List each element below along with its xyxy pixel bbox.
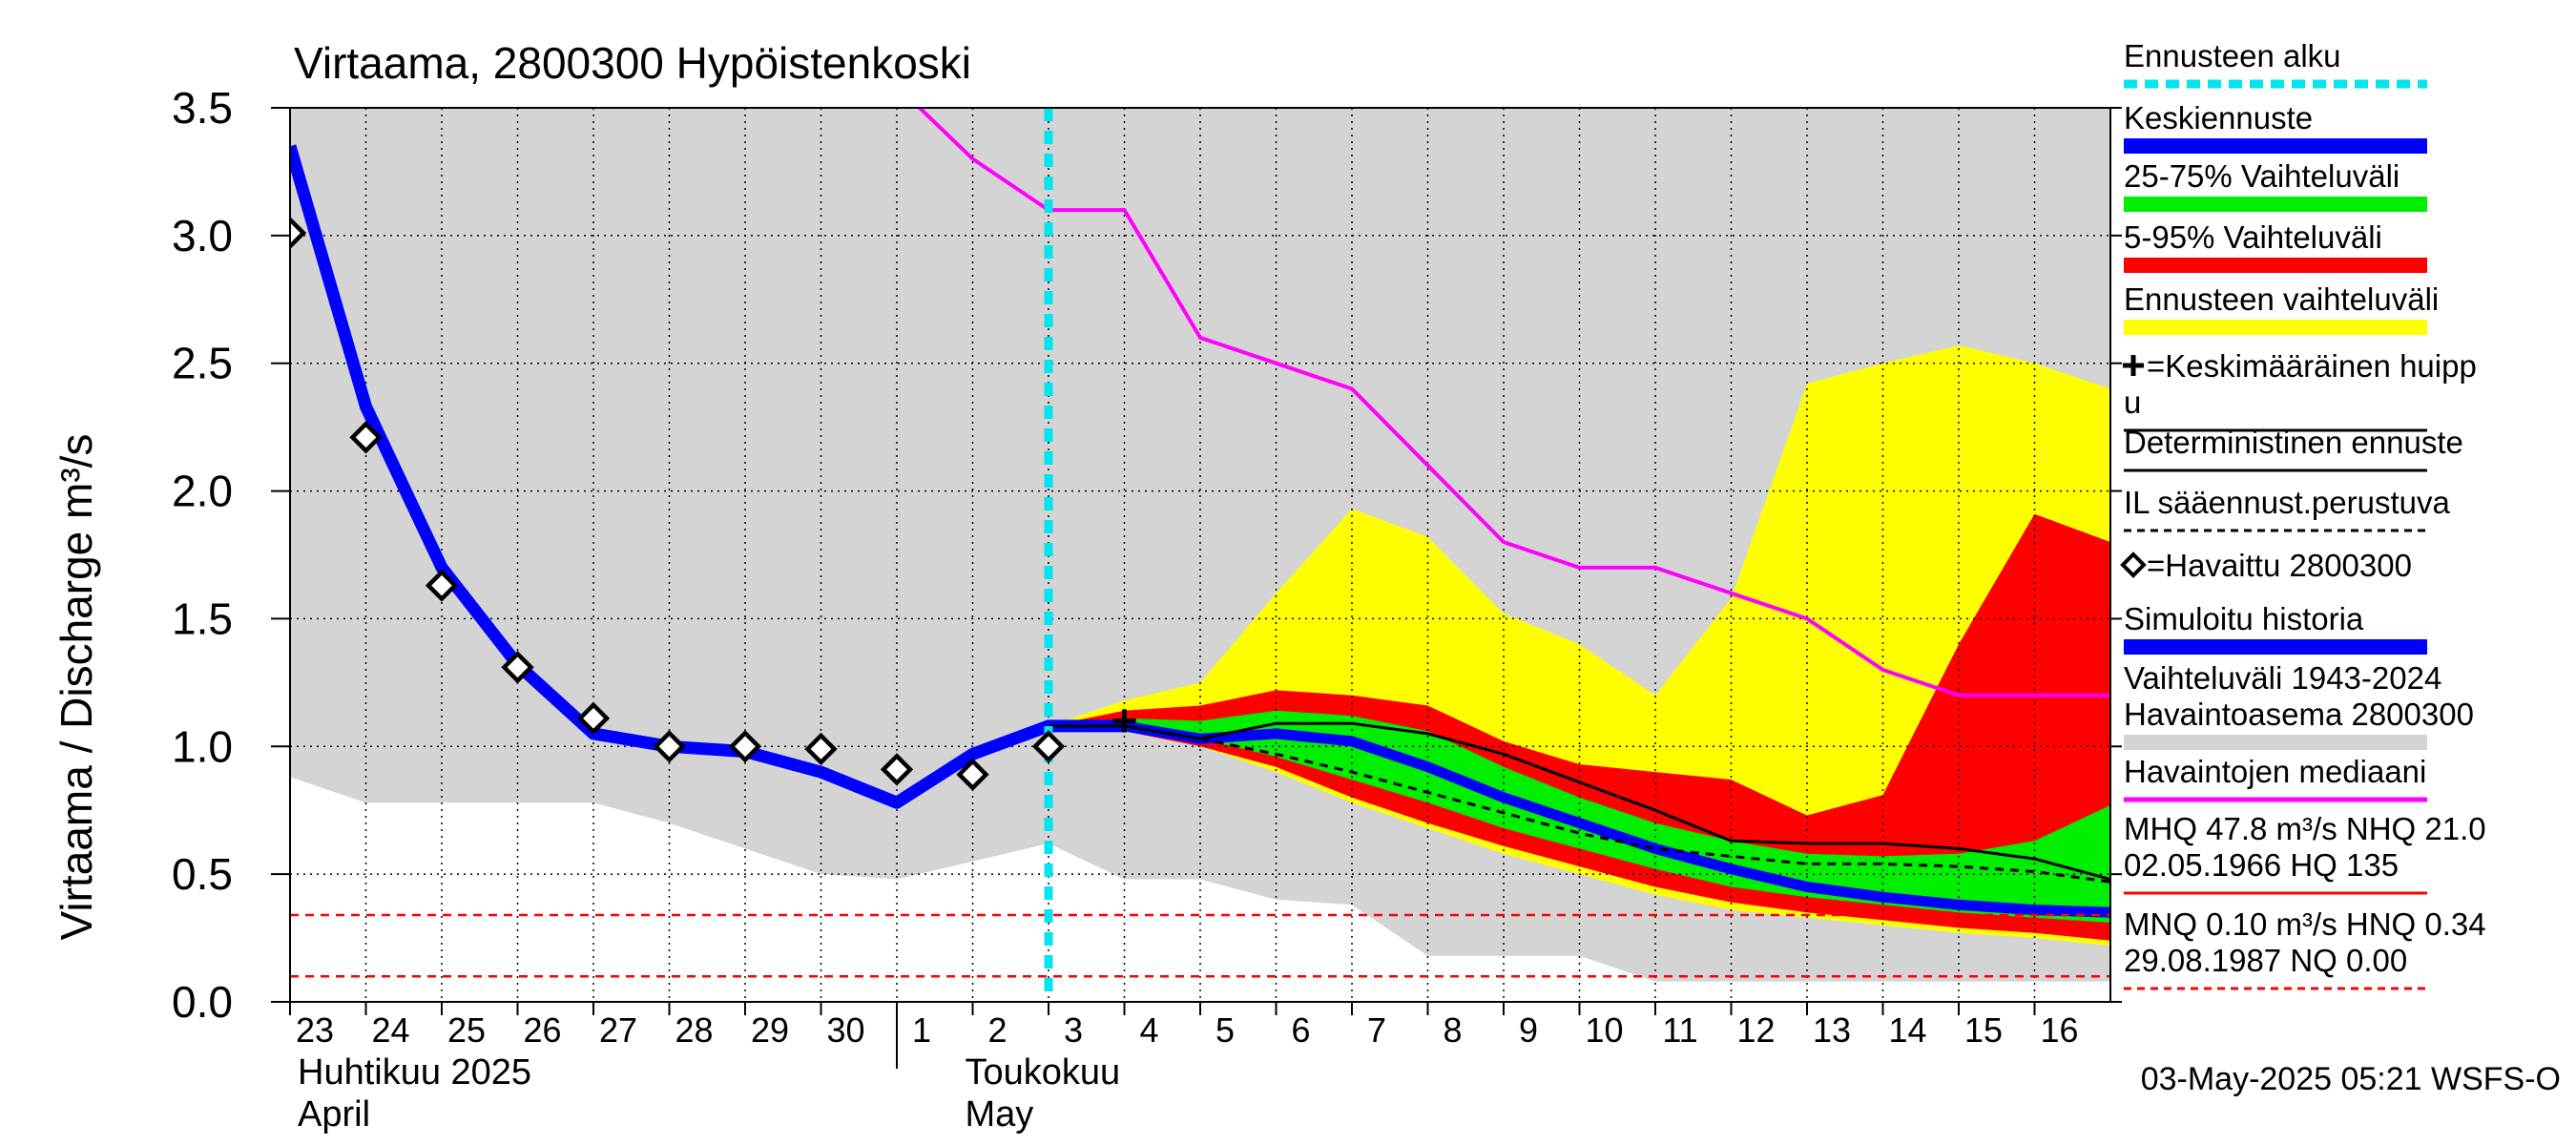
x-tick-label: 24: [371, 1010, 409, 1050]
x-tick-label: 16: [2040, 1010, 2078, 1050]
observed-marker: [880, 753, 914, 786]
month-label-english: May: [966, 1094, 1034, 1135]
legend-havaittu-2800300-text: =Havaittu 2800300: [2147, 548, 2412, 583]
x-tick-label: 23: [296, 1010, 334, 1050]
x-tick-label: 13: [1813, 1010, 1851, 1050]
line-simuloitu-historia: [290, 144, 1125, 809]
observed-marker: [804, 732, 838, 766]
x-tick-label: 11: [1662, 1010, 1697, 1050]
legend-keskim-r-inen-huipp-text: =Keskimääräinen huipp: [2147, 348, 2477, 384]
line-deterministinen-ennuste: [1049, 721, 2110, 881]
legend-mhq-47-8-m-s-nhq-21-0-text: MHQ 47.8 m³/s NHQ 21.0: [2124, 811, 2486, 846]
chart-title: Virtaama, 2800300 Hypöistenkoski: [294, 38, 971, 88]
legend-keskim-r-inen-huipp-marker: [2123, 355, 2144, 376]
y-tick-label: 2.0: [172, 467, 233, 516]
x-tick-label: 15: [1964, 1010, 2003, 1050]
x-tick-label: 2: [987, 1010, 1007, 1050]
observed-marker: [653, 730, 686, 763]
y-tick-label: 0.5: [172, 849, 233, 899]
x-tick-label: 4: [1139, 1010, 1158, 1050]
band-5-95-vaihteluv-li: [1049, 513, 2110, 941]
observed-marker: [349, 421, 383, 454]
y-tick-label: 3.5: [172, 83, 233, 133]
y-tick-label: 1.5: [172, 593, 233, 643]
line-havaintojen-mediaani: [918, 108, 2110, 697]
legend-havaittu-2800300-marker: [2120, 552, 2147, 578]
series-group: [290, 108, 2110, 1002]
legend-ennusteen-vaihteluv-li-text: Ennusteen vaihteluväli: [2124, 281, 2439, 317]
plot-area: [290, 108, 2110, 1002]
legend-25-75-vaihteluv-li-text: 25-75% Vaihteluväli: [2124, 158, 2399, 194]
legend-mhq-47-8-m-s-nhq-21-0-text-2: 02.05.1966 HQ 135: [2124, 847, 2399, 883]
legend-vaihteluv-li-1943-2024-text-2: Havaintoasema 2800300: [2124, 697, 2474, 732]
legend-keskiennuste-text: Keskiennuste: [2124, 100, 2313, 135]
x-tick-label: 12: [1736, 1010, 1775, 1050]
axes: 0.00.51.01.52.02.53.03.523 24 25 26 27 28 29 30…: [172, 83, 2122, 1135]
observed-marker: [1031, 730, 1066, 763]
line-keskiennuste: [1049, 720, 2110, 918]
x-tick-label: 25: [447, 1010, 486, 1050]
month-label: Toukokuu: [966, 1052, 1121, 1093]
observed-marker: [956, 758, 989, 791]
observed-marker: [290, 216, 307, 250]
x-tick-label: 6: [1291, 1010, 1310, 1050]
legend-havaintojen-mediaani-text: Havaintojen mediaani: [2124, 754, 2426, 789]
x-tick-label: 28: [675, 1010, 713, 1050]
y-tick-label: 3.0: [172, 211, 233, 260]
legend-keskim-r-inen-huipp-text-2: u: [2124, 385, 2141, 420]
x-tick-label: 30: [826, 1010, 864, 1050]
y-axis-label: Virtaama / Discharge m³/s: [52, 434, 101, 941]
x-tick-label: 27: [599, 1010, 637, 1050]
month-label-english: April: [298, 1094, 370, 1135]
observed-marker: [576, 701, 611, 736]
mean-peak-marker: [1112, 709, 1136, 733]
x-tick-label: 26: [523, 1010, 561, 1050]
legend-simuloitu-historia-text: Simuloitu historia: [2124, 601, 2364, 636]
x-tick-label: 3: [1064, 1010, 1083, 1050]
legend-5-95-vaihteluv-li-text: 5-95% Vaihteluväli: [2124, 219, 2382, 255]
x-tick-label: 9: [1519, 1010, 1538, 1050]
x-tick-label: 14: [1888, 1010, 1926, 1050]
legend-il-s-ennust-perustuva-text: IL sääennust.perustuva: [2124, 485, 2450, 520]
y-tick-label: 1.0: [172, 721, 233, 771]
month-label: Huhtikuu 2025: [298, 1052, 531, 1093]
x-tick-label: 8: [1443, 1010, 1462, 1050]
observed-marker: [728, 730, 762, 763]
band-ennusteen-vaihteluv-li: [1049, 345, 2110, 947]
x-tick-label: 5: [1215, 1010, 1235, 1050]
x-tick-label: 29: [751, 1010, 789, 1050]
legend-vaihteluv-li-1943-2024-text: Vaihteluväli 1943-2024: [2124, 660, 2441, 696]
legend-mnq-0-10-m-s-hnq-0-34-text-2: 29.08.1987 NQ 0.00: [2124, 943, 2407, 978]
legend-mnq-0-10-m-s-hnq-0-34-text: MNQ 0.10 m³/s HNQ 0.34: [2124, 906, 2486, 942]
legend: Ennusteen alku Keskiennuste 25-75% Vaihtel…: [2120, 38, 2486, 990]
x-tick-label: 1: [912, 1010, 931, 1050]
legend-ennusteen-alku-text: Ennusteen alku: [2124, 38, 2341, 73]
y-tick-label: 0.0: [172, 977, 233, 1027]
y-tick-label: 2.5: [172, 339, 233, 388]
x-tick-label: 10: [1585, 1010, 1623, 1050]
legend-deterministinen-ennuste-text: Deterministinen ennuste: [2124, 425, 2463, 460]
observed-marker: [425, 569, 459, 602]
x-tick-label: 7: [1367, 1010, 1386, 1050]
footer-timestamp: 03-May-2025 05:21 WSFS-O: [2141, 1061, 2561, 1097]
observed-marker: [501, 651, 534, 684]
